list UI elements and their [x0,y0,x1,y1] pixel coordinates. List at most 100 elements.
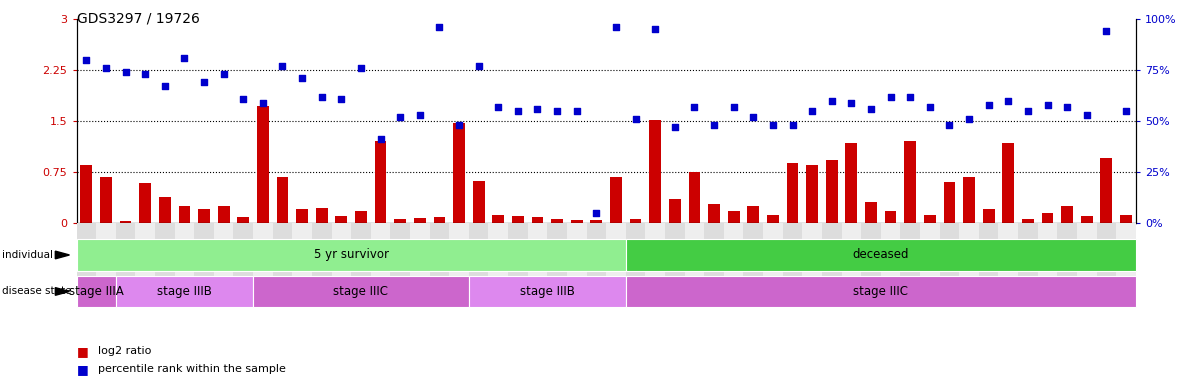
Text: GDS3297 / 19726: GDS3297 / 19726 [77,12,199,25]
Bar [1080,216,1092,223]
Bar [1062,206,1073,223]
Bar [374,141,386,223]
Point [1097,28,1116,35]
Point [587,210,606,216]
Point [803,108,822,114]
Text: stage IIIC: stage IIIC [853,285,909,298]
Point [1117,108,1136,114]
Bar [826,160,838,223]
Point [999,98,1018,104]
Bar [727,210,739,223]
Point [194,79,213,85]
Point [352,65,371,71]
Bar [198,209,210,223]
Bar [963,177,975,223]
Point [685,104,704,110]
Bar [1042,213,1053,223]
Point [959,116,978,122]
Point [979,102,998,108]
Text: stage IIIC: stage IIIC [333,285,388,298]
Bar [591,220,603,223]
Bar [571,220,583,223]
Bar [1121,215,1132,223]
Point [253,99,272,106]
Bar [709,204,720,223]
Point [528,106,547,112]
Point [646,26,665,33]
Point [842,99,860,106]
Point [430,24,448,30]
Bar [335,216,347,223]
Point [77,57,95,63]
Point [508,108,527,114]
Bar [865,202,877,223]
Point [312,93,331,99]
Bar [414,218,426,223]
Bar [1022,219,1033,223]
Point [705,122,724,128]
Point [567,108,586,114]
Bar [630,219,641,223]
Bar [394,219,406,223]
Point [823,98,842,104]
Bar [238,217,250,223]
Bar [983,209,995,223]
Bar [159,197,171,223]
Point [1018,108,1037,114]
Text: disease state: disease state [2,286,72,296]
Bar [315,208,327,223]
Bar [120,221,132,223]
Point [293,75,312,81]
Bar [277,177,288,223]
Bar [433,217,445,223]
Bar [100,177,112,223]
Bar [139,184,151,223]
Bar [80,165,92,223]
Text: stage IIIB: stage IIIB [520,285,574,298]
Bar [689,172,700,223]
Point [411,112,430,118]
Point [940,122,959,128]
Bar [179,206,191,223]
Point [764,122,783,128]
Point [920,104,939,110]
Text: stage IIIA: stage IIIA [68,285,124,298]
Text: ■: ■ [77,345,88,358]
Bar [806,165,818,223]
Bar [473,180,485,223]
Bar [551,218,563,223]
Bar [924,215,936,223]
Text: 5 yr survivor: 5 yr survivor [313,248,388,262]
Point [175,55,194,61]
Bar [1003,143,1015,223]
Bar [532,217,544,223]
Point [1038,102,1057,108]
Bar [944,182,956,223]
Text: log2 ratio: log2 ratio [98,346,151,356]
Point [155,83,174,89]
Text: percentile rank within the sample: percentile rank within the sample [98,364,286,374]
Point [900,93,919,99]
Bar [1100,158,1112,223]
Bar [257,106,268,223]
Bar [610,177,621,223]
Point [450,122,468,128]
Point [1077,112,1096,118]
Point [547,108,566,114]
Point [724,104,743,110]
Bar [218,206,230,223]
Point [488,104,507,110]
Bar [453,123,465,223]
Point [273,63,292,69]
Bar [492,215,504,223]
Text: deceased: deceased [852,248,909,262]
Bar [767,215,779,223]
Point [332,96,351,102]
Point [882,93,900,99]
Bar [297,209,308,223]
Bar [669,199,680,223]
Bar [355,210,367,223]
Point [783,122,802,128]
Point [371,136,390,142]
Point [135,71,154,77]
